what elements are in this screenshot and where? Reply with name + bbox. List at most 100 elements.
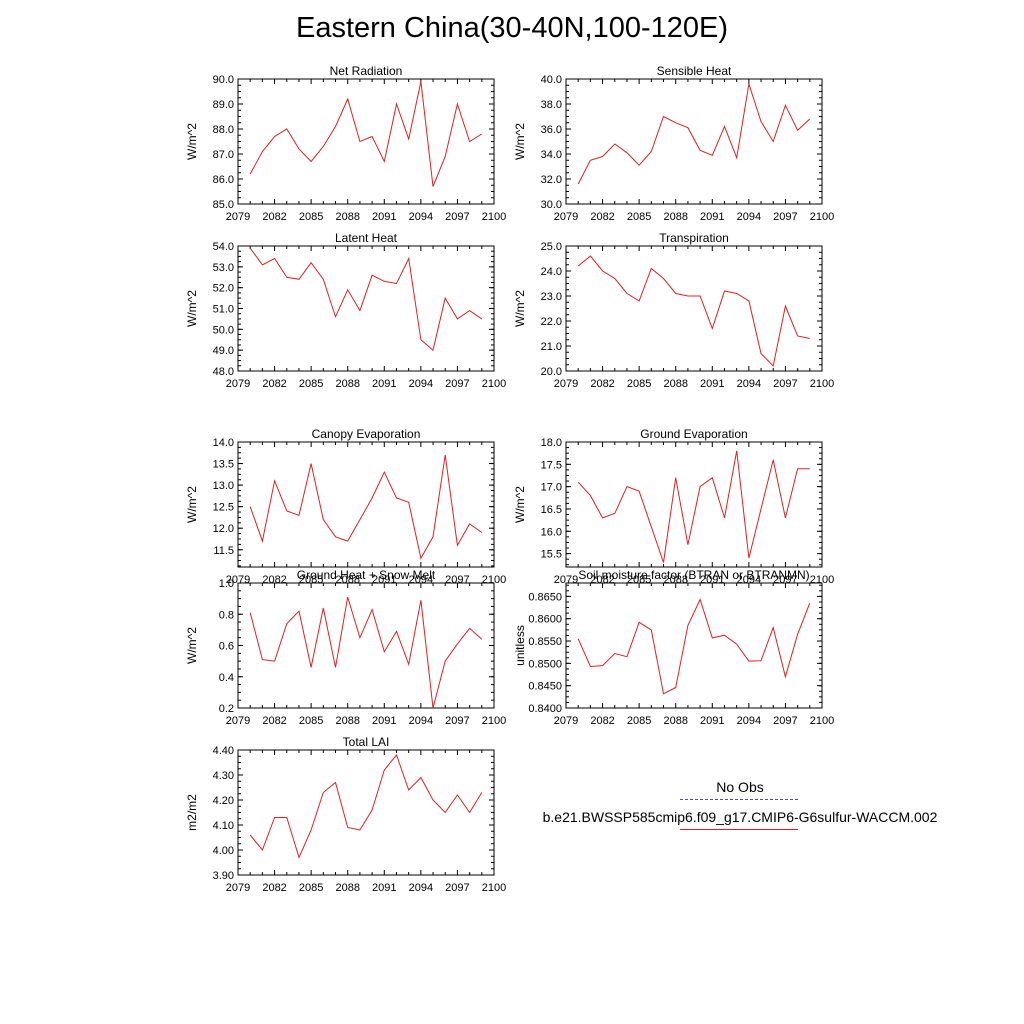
- x-tick-label: 2082: [262, 715, 286, 727]
- x-tick-label: 2079: [226, 715, 250, 727]
- panel-2: Sensible Heat W/m^2 2079 2082 2085 2088 2091 20…: [513, 64, 834, 223]
- y-tick-label: 0.8500: [528, 658, 562, 670]
- series-line: [249, 81, 483, 187]
- y-tick-label: 40.0: [541, 74, 562, 86]
- y-tick-label: 13.0: [213, 480, 234, 492]
- y-tick-label: 48.0: [213, 366, 234, 378]
- y-tick-label: 88.0: [213, 124, 234, 136]
- panel-title: Latent Heat: [335, 231, 398, 245]
- y-axis-label: W/m^2: [513, 486, 527, 523]
- panel-9: Total LAI m2/m2 2079 2082 2085 2088 2091 2094 20…: [185, 735, 506, 894]
- x-tick-label: 2091: [372, 211, 396, 223]
- y-tick-label: 49.0: [213, 345, 234, 357]
- x-tick-label: 2097: [445, 882, 469, 894]
- x-tick-label: 2100: [482, 882, 506, 894]
- x-tick-label: 2091: [700, 715, 724, 727]
- panel-title: Soil moisture factor (BTRAN or BTRANMN): [578, 568, 809, 582]
- x-tick-label: 2085: [299, 715, 323, 727]
- y-tick-label: 30.0: [541, 199, 562, 211]
- series-line: [577, 255, 810, 368]
- y-tick-label: 18.0: [541, 437, 562, 449]
- x-tick-label: 2100: [810, 378, 834, 390]
- x-tick-label: 2091: [372, 715, 396, 727]
- plot-frame: [565, 78, 823, 205]
- series-line: [249, 247, 483, 352]
- y-tick-label: 14.0: [213, 437, 234, 449]
- plot-frame: [237, 441, 495, 568]
- x-tick-label: 2094: [409, 211, 433, 223]
- y-tick-label: 50.0: [213, 324, 234, 336]
- panel-1: Net Radiation W/m^2 2079 2082 2085 2088 2091 20…: [185, 64, 506, 223]
- x-tick-label: 2088: [663, 378, 687, 390]
- y-tick-label: 0.8650: [528, 591, 562, 603]
- x-tick-label: 2082: [590, 211, 614, 223]
- y-tick-label: 86.0: [213, 174, 234, 186]
- x-tick-label: 2097: [445, 211, 469, 223]
- y-tick-label: 0.8450: [528, 681, 562, 693]
- y-tick-label: 4.40: [213, 745, 234, 757]
- legend-obs-line: [680, 799, 798, 800]
- y-tick-label: 0.8: [219, 609, 234, 621]
- x-tick-label: 2079: [554, 211, 578, 223]
- series-line: [249, 454, 483, 560]
- y-tick-label: 0.6: [219, 641, 234, 653]
- legend-case-line: [680, 829, 798, 830]
- y-tick-label: 32.0: [541, 174, 562, 186]
- series-line: [249, 596, 483, 709]
- series-line: [577, 450, 810, 563]
- y-axis-label: unitless: [513, 625, 527, 666]
- x-tick-label: 2088: [663, 715, 687, 727]
- panel-7: Ground Heat + Snow Melt W/m^2 2079 2082 2085…: [185, 568, 506, 727]
- x-tick-label: 2091: [372, 882, 396, 894]
- x-tick-label: 2085: [299, 211, 323, 223]
- y-tick-label: 16.0: [541, 526, 562, 538]
- x-tick-label: 2091: [700, 378, 724, 390]
- x-tick-label: 2088: [663, 211, 687, 223]
- y-tick-label: 25.0: [541, 241, 562, 253]
- x-tick-label: 2094: [737, 211, 761, 223]
- y-tick-label: 21.0: [541, 341, 562, 353]
- y-tick-label: 53.0: [213, 262, 234, 274]
- y-tick-label: 0.8400: [528, 703, 562, 715]
- legend-obs-label: No Obs: [716, 779, 764, 795]
- plot-frame: [237, 245, 495, 372]
- x-tick-label: 2088: [335, 211, 359, 223]
- x-tick-label: 2085: [299, 378, 323, 390]
- y-tick-label: 34.0: [541, 149, 562, 161]
- panel-title: Canopy Evaporation: [312, 427, 421, 441]
- y-tick-label: 54.0: [213, 241, 234, 253]
- y-tick-label: 38.0: [541, 99, 562, 111]
- y-tick-label: 51.0: [213, 304, 234, 316]
- plot-frame: [565, 245, 823, 372]
- panel-4: Transpiration W/m^2 2079 2082 2085 2088 2091 20…: [513, 231, 834, 390]
- x-tick-label: 2079: [226, 378, 250, 390]
- y-axis-label: W/m^2: [185, 486, 199, 523]
- y-tick-label: 0.8600: [528, 614, 562, 626]
- x-tick-label: 2097: [445, 378, 469, 390]
- y-tick-label: 4.10: [213, 820, 234, 832]
- x-tick-label: 2082: [590, 378, 614, 390]
- x-tick-label: 2100: [482, 211, 506, 223]
- y-axis-label: W/m^2: [513, 123, 527, 160]
- legend-case-label: b.e21.BWSSP585cmip6.f09_g17.CMIP6-G6sulf…: [542, 809, 938, 825]
- x-tick-label: 2100: [810, 715, 834, 727]
- x-tick-label: 2094: [737, 378, 761, 390]
- y-tick-label: 85.0: [213, 199, 234, 211]
- x-tick-label: 2088: [335, 378, 359, 390]
- y-tick-label: 11.5: [213, 545, 234, 557]
- x-tick-label: 2094: [409, 715, 433, 727]
- y-axis-label: W/m^2: [185, 627, 199, 664]
- x-tick-label: 2085: [627, 211, 651, 223]
- plot-frame: [237, 749, 495, 876]
- y-tick-label: 90.0: [213, 74, 234, 86]
- x-tick-label: 2097: [445, 715, 469, 727]
- x-tick-label: 2079: [554, 715, 578, 727]
- x-tick-label: 2097: [773, 378, 797, 390]
- x-tick-label: 2082: [262, 882, 286, 894]
- y-tick-label: 13.5: [213, 459, 234, 471]
- y-tick-label: 4.20: [213, 795, 234, 807]
- legend: No Obs b.e21.BWSSP585cmip6.f09_g17.CMIP6…: [530, 778, 950, 830]
- y-tick-label: 22.0: [541, 316, 562, 328]
- x-tick-label: 2100: [482, 378, 506, 390]
